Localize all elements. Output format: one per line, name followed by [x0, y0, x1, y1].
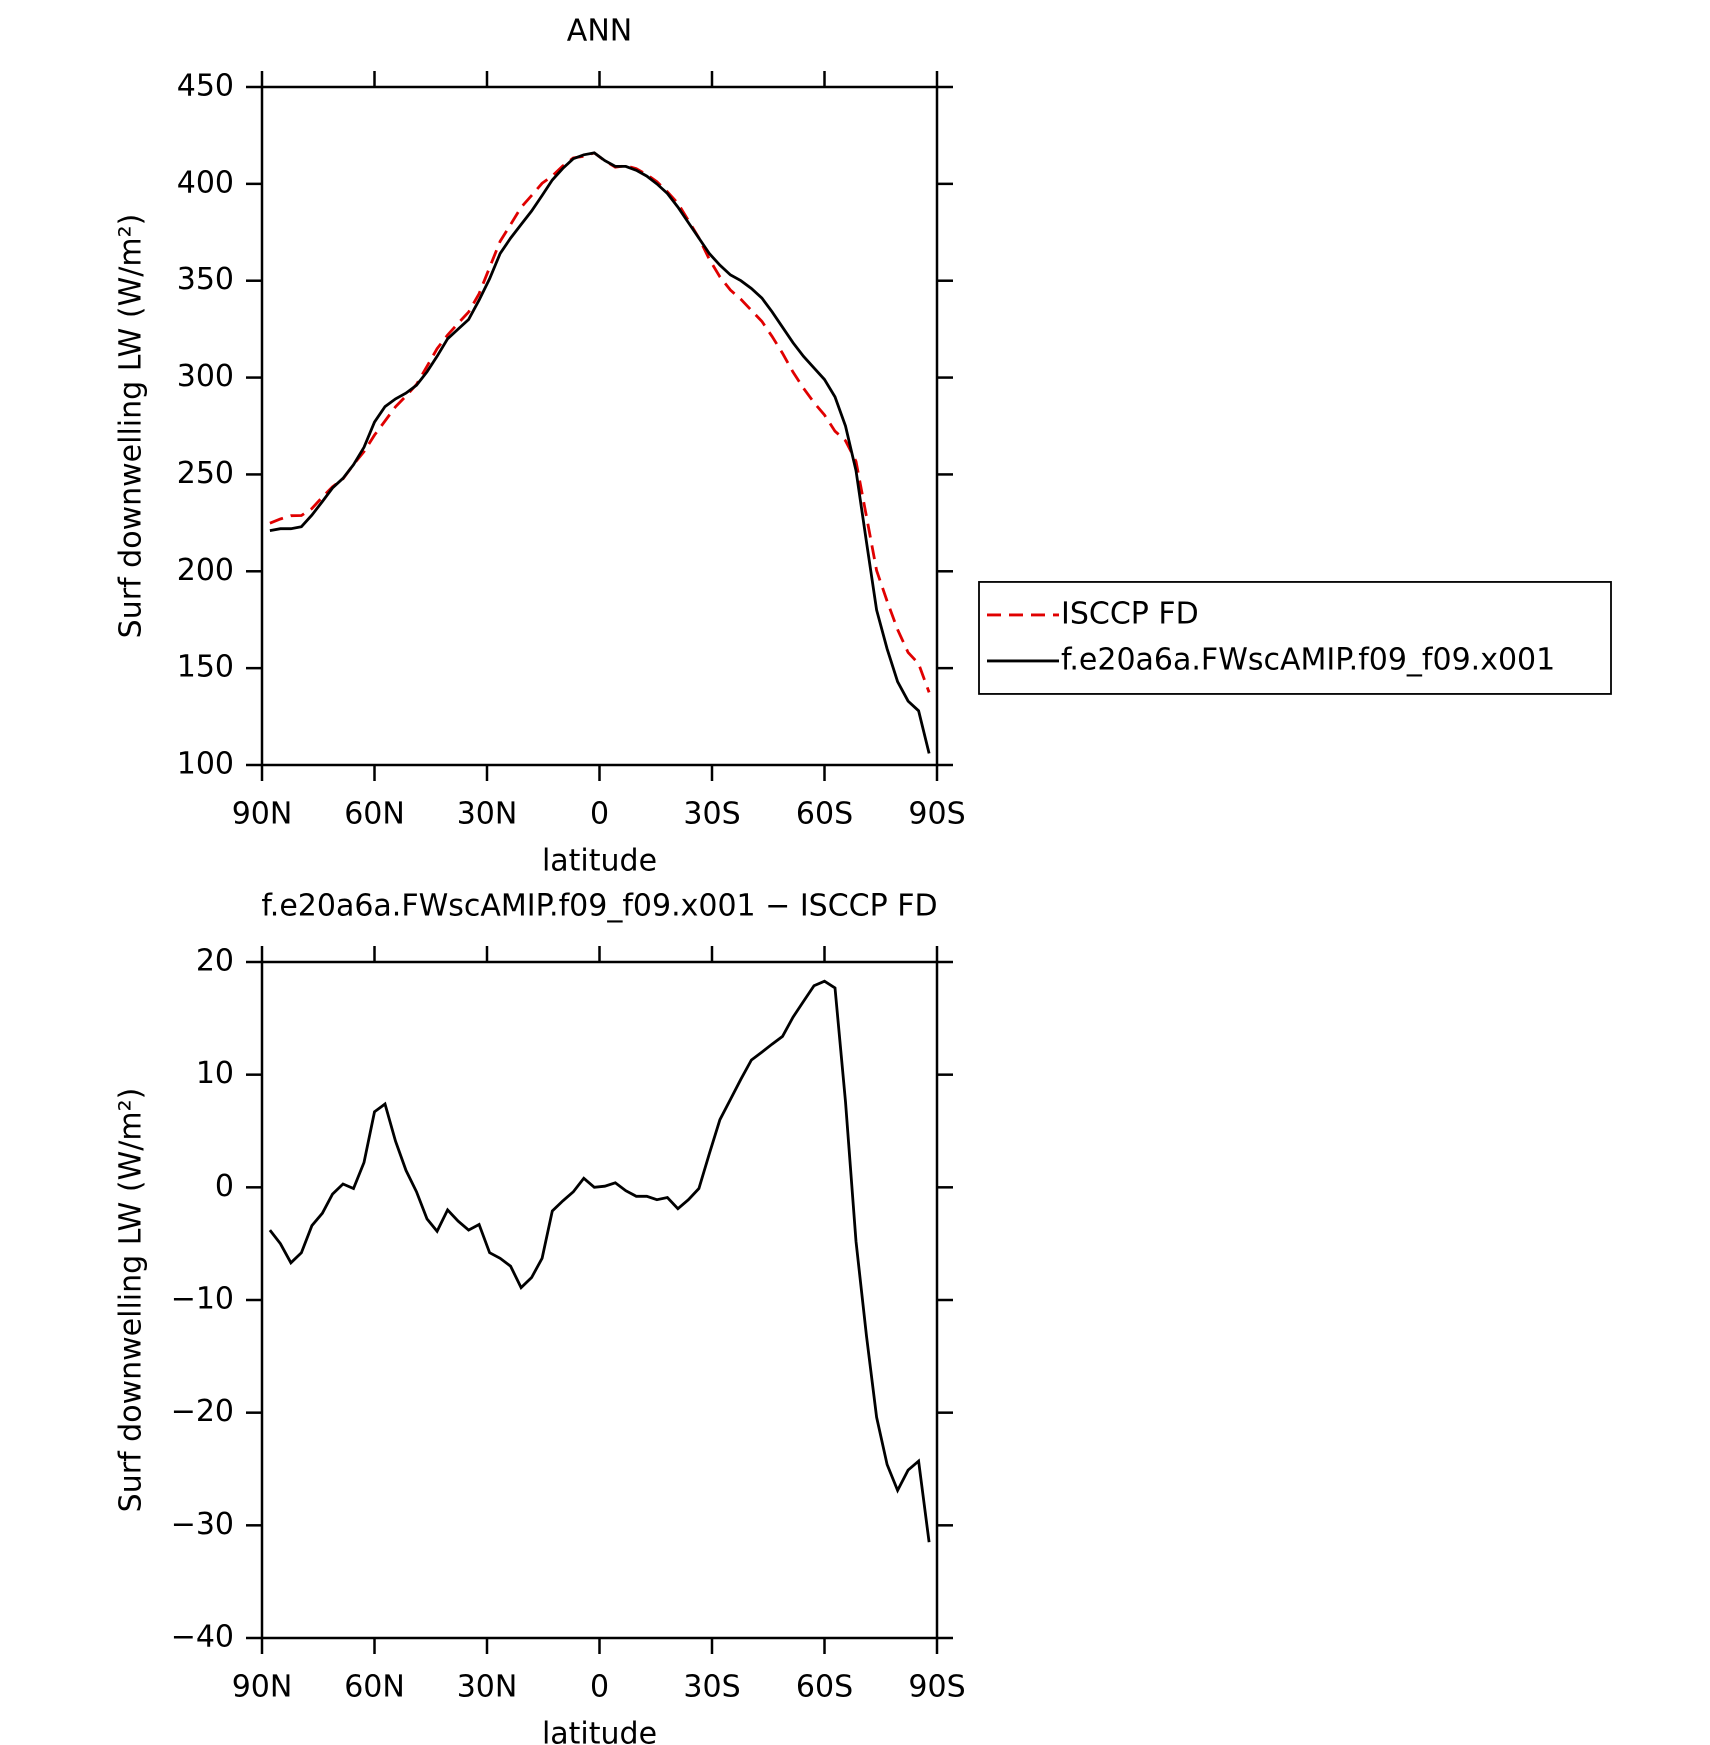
x-tick-label: 90S [908, 797, 965, 832]
y-tick-label: 300 [177, 359, 234, 394]
x-tick-label: 60S [796, 797, 853, 832]
data-line [269, 151, 931, 754]
y-tick-label: 250 [177, 456, 234, 491]
x-tick-label: 60N [344, 797, 405, 832]
x-tick-label: 90S [908, 1670, 965, 1705]
y-tick-label: 0 [215, 1169, 234, 1204]
y-tick-label: −40 [171, 1620, 234, 1655]
plot-frame [260, 960, 939, 1640]
x-tick-label: 90N [232, 797, 293, 832]
y-tick-label: −30 [171, 1507, 234, 1542]
y-tick-label: −10 [171, 1282, 234, 1317]
x-tick-label: 30S [683, 1670, 740, 1705]
x-tick-label: 0 [590, 797, 609, 832]
y-tick-label: 400 [177, 165, 234, 200]
x-tick-label: 60S [796, 1670, 853, 1705]
legend-label: f.e20a6a.FWscAMIP.f09_f09.x001 [1061, 642, 1555, 677]
y-tick-label: 100 [177, 747, 234, 782]
y-tick-label: 150 [177, 650, 234, 685]
y-tick-label: −20 [171, 1394, 234, 1429]
x-tick-label: 30N [457, 1670, 518, 1705]
data-line [268, 979, 931, 1543]
legend-box [978, 581, 1612, 695]
y-tick-label: 200 [177, 553, 234, 588]
y-tick-label: 20 [196, 944, 234, 979]
y-axis-label: Surf downwelling LW (W/m²) [114, 214, 149, 639]
chart-title: ANN [567, 14, 632, 49]
legend-label: ISCCP FD [1061, 596, 1199, 631]
x-tick-label: 30N [457, 797, 518, 832]
x-axis-label: latitude [542, 844, 657, 879]
y-axis-label: Surf downwelling LW (W/m²) [114, 1088, 149, 1513]
x-tick-label: 30S [683, 797, 740, 832]
y-tick-label: 450 [177, 69, 234, 104]
plot-frame [260, 85, 939, 767]
data-line [269, 151, 931, 693]
y-tick-label: 350 [177, 262, 234, 297]
x-tick-label: 90N [232, 1670, 293, 1705]
x-tick-label: 0 [590, 1670, 609, 1705]
x-axis-label: latitude [542, 1717, 657, 1745]
chart-title: f.e20a6a.FWscAMIP.f09_f09.x001 − ISCCP F… [261, 889, 937, 924]
y-tick-label: 10 [196, 1056, 234, 1091]
x-tick-label: 60N [344, 1670, 405, 1705]
